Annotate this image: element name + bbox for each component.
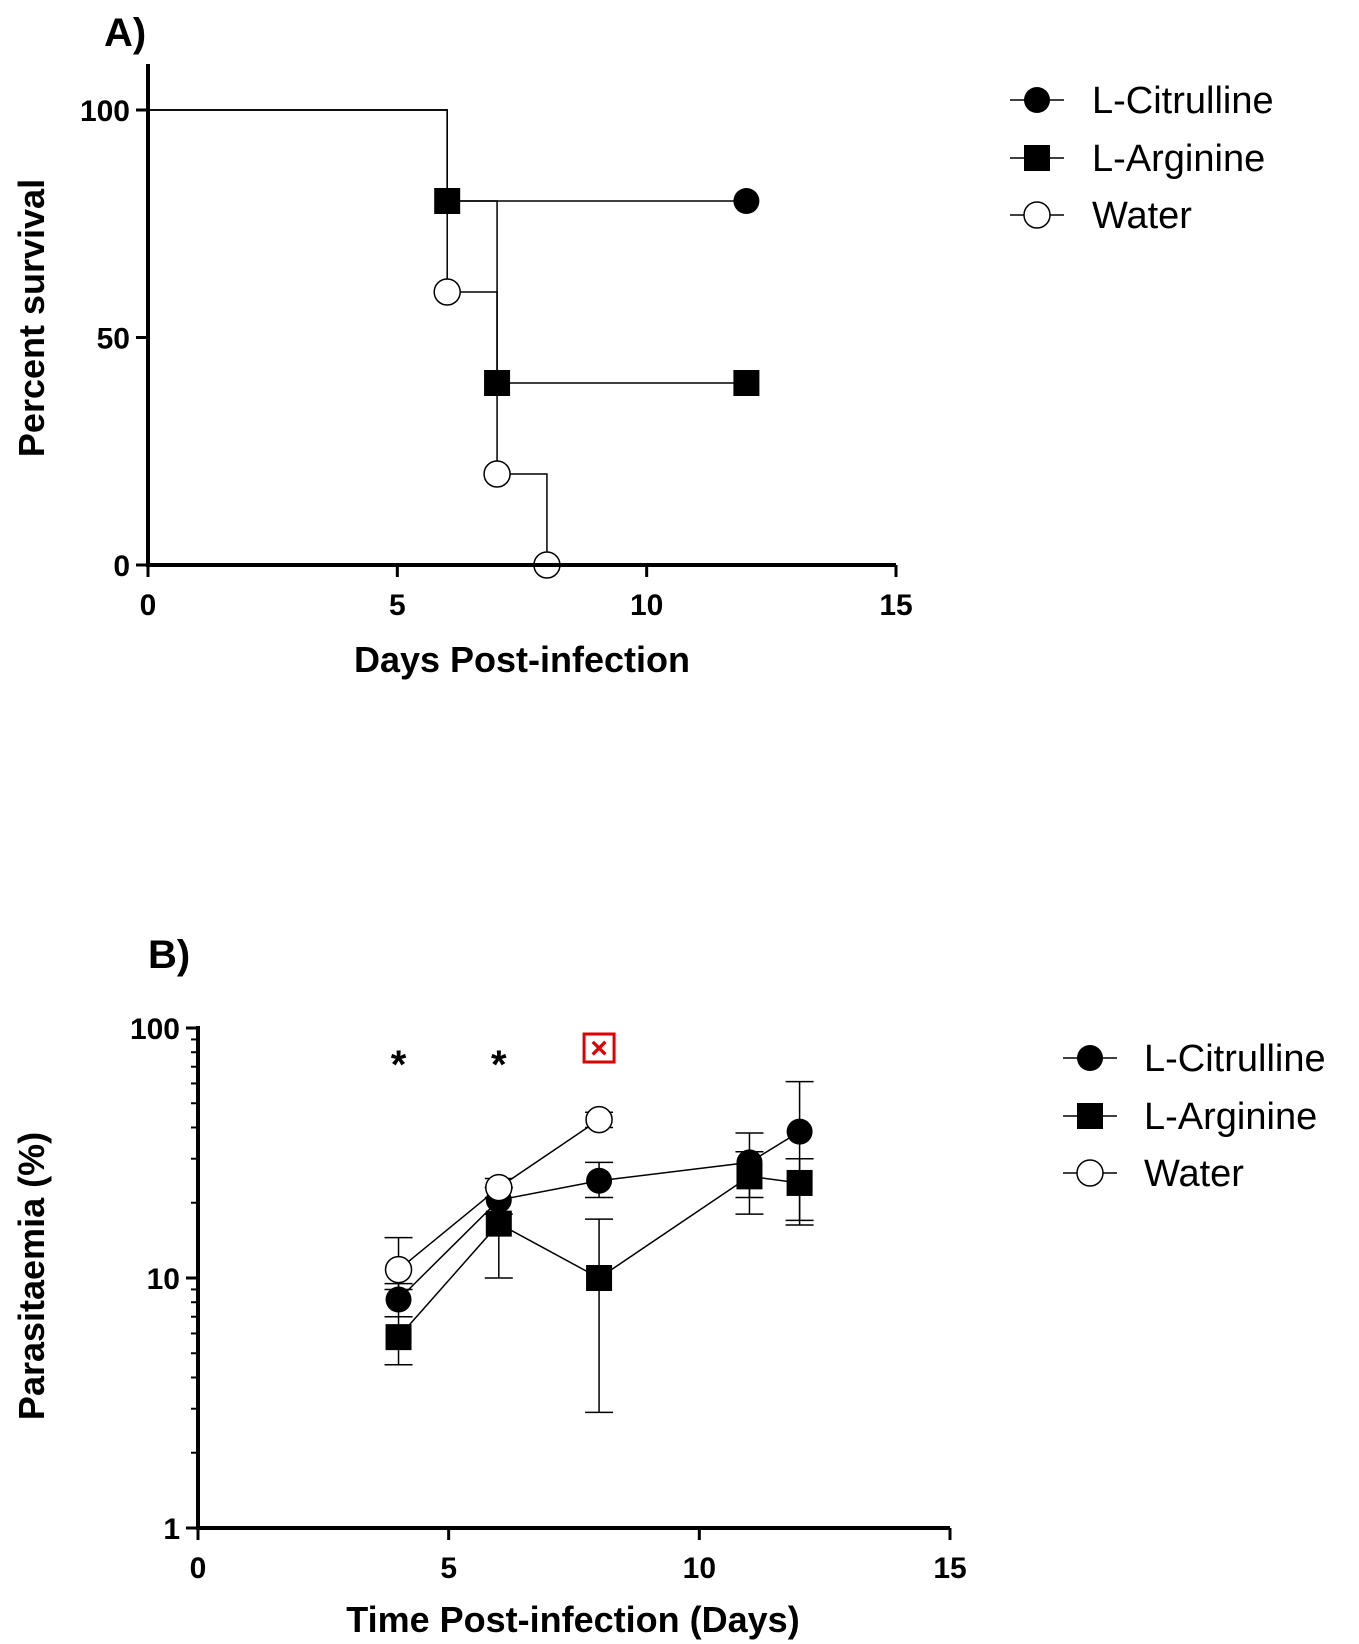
panel-a-legend: L-Citrulline L-Arginine Water [1010, 80, 1274, 237]
legend-b-water-label: Water [1144, 1153, 1244, 1195]
panel-a-ticks: 0 5 10 15 0 50 100 [80, 95, 913, 622]
legend-b-citrulline-marker [1077, 1045, 1103, 1071]
panel-b-y-axis-title: Parasitaemia (%) [11, 1132, 52, 1420]
panel-b-x-axis-title: Time Post-infection (Days) [346, 1599, 799, 1640]
panel-a-y-axis-title: Percent survival [11, 179, 52, 457]
panel-b-point-l-arginine [385, 1324, 412, 1351]
panel-a-point-water [433, 278, 461, 306]
panel-b-annotation-star: * [391, 1043, 407, 1087]
panel-a-x-tick-label: 0 [140, 589, 157, 622]
legend-a-arginine-label: L-Arginine [1092, 138, 1265, 180]
panel-b-label: B) [148, 933, 190, 977]
panel-b-y-tick-label: 10 [147, 1263, 180, 1296]
panel-b-point-l-arginine [586, 1265, 613, 1291]
panel-b-ticks: 0 5 10 15 1 10 100 [130, 1013, 967, 1585]
legend-b-arginine-label: L-Arginine [1144, 1096, 1317, 1138]
legend-b-water-marker [1076, 1159, 1104, 1187]
panel-a-survival-chart: A) 0 5 10 15 0 50 100 Days Post-infection Perc… [11, 11, 1274, 680]
panel-b-y-tick-label: 1 [163, 1513, 180, 1546]
panel-a-point-l-arginine [733, 370, 760, 396]
panel-b-point-water [485, 1173, 513, 1202]
legend-a-arginine-marker [1024, 145, 1050, 171]
panel-b-point-l-arginine [485, 1210, 512, 1237]
panel-b-annotation-mark: × [590, 1032, 608, 1065]
panel-a-x-tick-label: 5 [389, 589, 406, 622]
panel-a-point-water [483, 460, 511, 488]
panel-b-point-l-citrulline [385, 1286, 412, 1313]
panel-b-y-tick-label: 100 [130, 1013, 180, 1046]
panel-b-plot-area [384, 1080, 814, 1414]
panel-b-point-l-citrulline [586, 1167, 613, 1194]
panel-a-point-l-citrulline [733, 188, 760, 214]
panel-b-legend: L-Citrulline L-Arginine Water [1063, 1038, 1326, 1195]
legend-a-citrulline-marker [1024, 87, 1050, 113]
panel-a-x-tick-label: 15 [879, 589, 912, 622]
panel-a-x-tick-label: 10 [630, 589, 663, 622]
panel-b-point-l-arginine [786, 1169, 813, 1196]
legend-a-citrulline-label: L-Citrulline [1092, 80, 1274, 122]
panel-b-annotation-box [582, 1032, 616, 1064]
panel-b-annotations: * * × [391, 1032, 616, 1087]
panel-a-plot-area [148, 109, 760, 579]
panel-b-x-tick-label: 0 [190, 1552, 207, 1585]
panel-b-parasitaemia-chart: B) 0 5 10 15 1 10 100 Time Post-infection (Day… [11, 933, 1326, 1640]
legend-a-water-label: Water [1092, 195, 1192, 237]
panel-a-label: A) [104, 11, 146, 55]
panel-a-x-axis-title: Days Post-infection [354, 639, 690, 680]
panel-b-x-tick-label: 15 [933, 1552, 966, 1585]
panel-a-y-tick-label: 0 [113, 550, 130, 583]
panel-b-point-l-arginine [736, 1163, 763, 1190]
panel-b-point-water [585, 1105, 613, 1134]
panel-b-point-l-citrulline [786, 1118, 813, 1145]
legend-b-arginine-marker [1077, 1103, 1103, 1129]
panel-a-y-tick-label: 100 [80, 95, 130, 128]
panel-a-point-l-arginine [434, 188, 461, 214]
panel-b-annotation-star: * [491, 1043, 507, 1087]
legend-b-citrulline-label: L-Citrulline [1144, 1038, 1326, 1080]
panel-a-point-l-arginine [484, 370, 511, 396]
panel-a-line-water [148, 109, 548, 565]
panel-b-x-tick-label: 5 [440, 1552, 457, 1585]
legend-a-water-marker [1023, 201, 1051, 229]
panel-b-point-water [384, 1255, 413, 1284]
panel-b-x-tick-label: 10 [683, 1552, 716, 1585]
panel-a-y-tick-label: 50 [97, 323, 130, 356]
